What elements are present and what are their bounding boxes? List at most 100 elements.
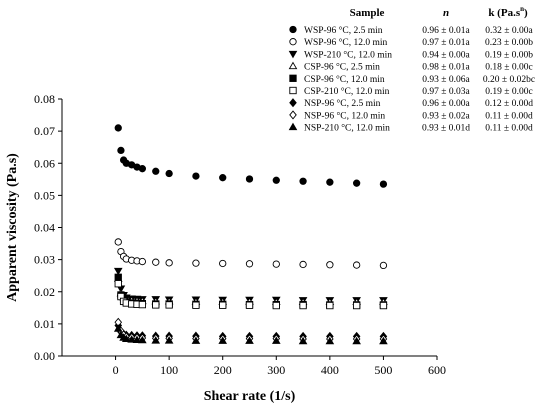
legend-sample-label: NSP-210 °C, 12.0 min <box>304 123 390 134</box>
data-point <box>326 301 334 310</box>
legend-marker <box>288 122 298 131</box>
data-point <box>151 336 161 344</box>
data-point <box>165 301 173 309</box>
data-point <box>127 335 136 343</box>
legend-marker <box>289 25 297 34</box>
data-point <box>245 301 254 309</box>
data-point <box>192 259 200 267</box>
y-tick-label: 0.07 <box>34 124 55 138</box>
series-2 <box>114 238 388 270</box>
data-point <box>219 174 227 182</box>
legend-sample-label: WSP-96 °C, 2.5 min <box>304 25 383 36</box>
data-point <box>138 165 147 173</box>
legend-row: NSP-96 °C, 12.0 min 0.93 ± 0.02a 0.11 ± 0.… <box>289 110 533 121</box>
legend-row: CSP-96 °C, 12.0 min 0.93 ± 0.06a 0.20 ± 0.… <box>289 74 535 85</box>
data-point <box>379 180 388 188</box>
data-point <box>299 177 307 185</box>
legend-marker <box>288 50 298 59</box>
y-tick-label: 0.00 <box>34 349 55 363</box>
x-axis-ticks: 0 100 200 300 400 500 600 <box>113 356 446 377</box>
legend: Sample n k (Pa.sn) WSP-96 °C, 2.5 min 0.9… <box>288 5 535 134</box>
x-tick-label: 400 <box>321 363 339 377</box>
legend-row: WSP-210 °C, 12.0 min 0.94 ± 0.00a 0.19 ± 0… <box>288 49 533 60</box>
legend-sample-label: WSP-96 °C, 12.0 min <box>304 37 387 48</box>
data-point <box>352 336 361 345</box>
y-tick-label: 0.06 <box>34 156 55 170</box>
data-point <box>219 259 227 268</box>
data-point <box>192 172 200 180</box>
x-tick-label: 0 <box>113 363 119 377</box>
x-axis-title: Shear rate (1/s) <box>204 389 296 404</box>
data-point <box>138 335 147 344</box>
data-point <box>114 238 122 246</box>
legend-k-value: 0.11 ± 0.00d <box>485 124 533 134</box>
legend-k-value: 0.23 ± 0.00b <box>485 38 533 48</box>
data-point <box>325 336 335 345</box>
legend-k-value: 0.32 ± 0.00a <box>485 26 533 36</box>
y-tick-label: 0.01 <box>34 317 55 331</box>
data-point <box>152 167 160 175</box>
legend-row: CSP-96 °C, 2.5 min 0.98 ± 0.01a 0.18 ± 0.0… <box>288 61 533 73</box>
series-1 <box>114 124 388 188</box>
legend-marker <box>288 61 298 70</box>
data-point <box>138 257 147 266</box>
x-tick-label: 600 <box>428 363 446 377</box>
data-point <box>271 336 281 344</box>
x-tick-label: 300 <box>267 363 285 377</box>
legend-sample-label: WSP-210 °C, 12.0 min <box>304 49 392 60</box>
legend-sample-label: CSP-96 °C, 2.5 min <box>304 62 380 73</box>
series-6 <box>114 280 388 310</box>
legend-n-value: 0.94 ± 0.00a <box>422 50 470 60</box>
data-point <box>379 301 388 310</box>
data-point <box>245 336 254 344</box>
legend-marker <box>289 74 297 82</box>
data-point <box>272 260 280 268</box>
legend-row: NSP-96 °C, 2.5 min 0.96 ± 0.00a 0.12 ± 0.0… <box>289 98 533 109</box>
data-point <box>272 301 280 310</box>
x-tick-label: 100 <box>160 363 178 377</box>
data-series <box>113 124 388 345</box>
data-point <box>245 260 254 268</box>
legend-row: WSP-96 °C, 12.0 min 0.97 ± 0.01a 0.23 ± 0.… <box>289 37 533 48</box>
legend-k-value: 0.12 ± 0.00d <box>485 99 533 109</box>
data-point <box>219 301 227 309</box>
legend-n-value: 0.96 ± 0.00a <box>422 99 470 109</box>
y-axis-title: Apparent viscosity (Pa.s) <box>5 153 20 302</box>
data-point <box>114 124 122 132</box>
legend-marker <box>289 86 297 95</box>
y-tick-label: 0.03 <box>34 253 55 267</box>
data-point <box>326 178 334 186</box>
series-4 <box>113 274 388 306</box>
data-point <box>192 301 200 309</box>
legend-header-sample: Sample <box>350 7 385 19</box>
data-point <box>298 336 308 345</box>
data-point <box>299 301 307 310</box>
legend-header-k-close: ) <box>524 7 528 19</box>
data-point <box>113 267 123 276</box>
legend-n-value: 0.97 ± 0.01a <box>422 38 470 48</box>
axes <box>61 99 437 357</box>
data-point <box>379 261 388 270</box>
data-point <box>352 301 361 310</box>
y-tick-label: 0.05 <box>34 188 55 202</box>
data-point <box>272 176 280 184</box>
legend-row: WSP-96 °C, 2.5 min 0.96 ± 0.01a 0.32 ± 0.0… <box>289 25 533 36</box>
data-point <box>152 301 160 309</box>
legend-sample-label: NSP-96 °C, 2.5 min <box>304 98 381 109</box>
legend-row: CSP-210 °C, 12.0 min 0.97 ± 0.03a 0.19 ± 0… <box>289 86 533 97</box>
legend-rows: WSP-96 °C, 2.5 min 0.96 ± 0.01a 0.32 ± 0.0… <box>288 25 535 134</box>
legend-n-value: 0.93 ± 0.02a <box>422 111 470 121</box>
series-9 <box>113 324 388 345</box>
legend-k-value: 0.19 ± 0.00c <box>485 87 532 97</box>
y-axis-ticks: 0.00 0.01 0.02 0.03 0.04 0.05 0.06 0.07 0.08 <box>34 92 62 363</box>
legend-header-k-sup: n <box>520 5 524 13</box>
legend-n-value: 0.93 ± 0.01d <box>422 124 470 134</box>
data-point <box>165 259 173 267</box>
legend-row: NSP-210 °C, 12.0 min 0.93 ± 0.01d 0.11 ± 0… <box>288 122 533 134</box>
data-point <box>117 146 125 155</box>
legend-n-value: 0.97 ± 0.03a <box>422 87 470 97</box>
data-point <box>113 324 123 332</box>
data-point <box>299 260 307 269</box>
legend-sample-label: CSP-210 °C, 12.0 min <box>304 86 390 97</box>
